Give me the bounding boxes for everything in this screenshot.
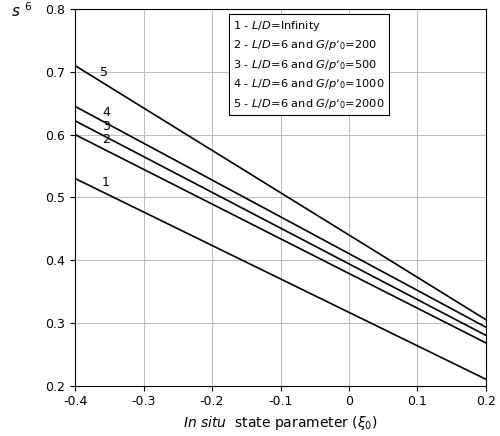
Text: 1: 1	[102, 176, 110, 189]
Text: 5: 5	[100, 66, 108, 79]
Text: 4: 4	[102, 106, 110, 119]
X-axis label: $\it{In\ situ}$  state parameter ($\xi_0$): $\it{In\ situ}$ state parameter ($\xi_0$…	[183, 414, 378, 432]
Text: 2: 2	[102, 133, 110, 146]
Y-axis label: $s\ ^6$: $s\ ^6$	[11, 2, 32, 20]
Text: 3: 3	[102, 119, 110, 133]
Text: 1 - $\it{L}$/$\it{D}$=Infinity
2 - $\it{L}$/$\it{D}$=6 and $\it{G}$/$\it{p}$’$_0: 1 - $\it{L}$/$\it{D}$=Infinity 2 - $\it{…	[234, 19, 385, 111]
